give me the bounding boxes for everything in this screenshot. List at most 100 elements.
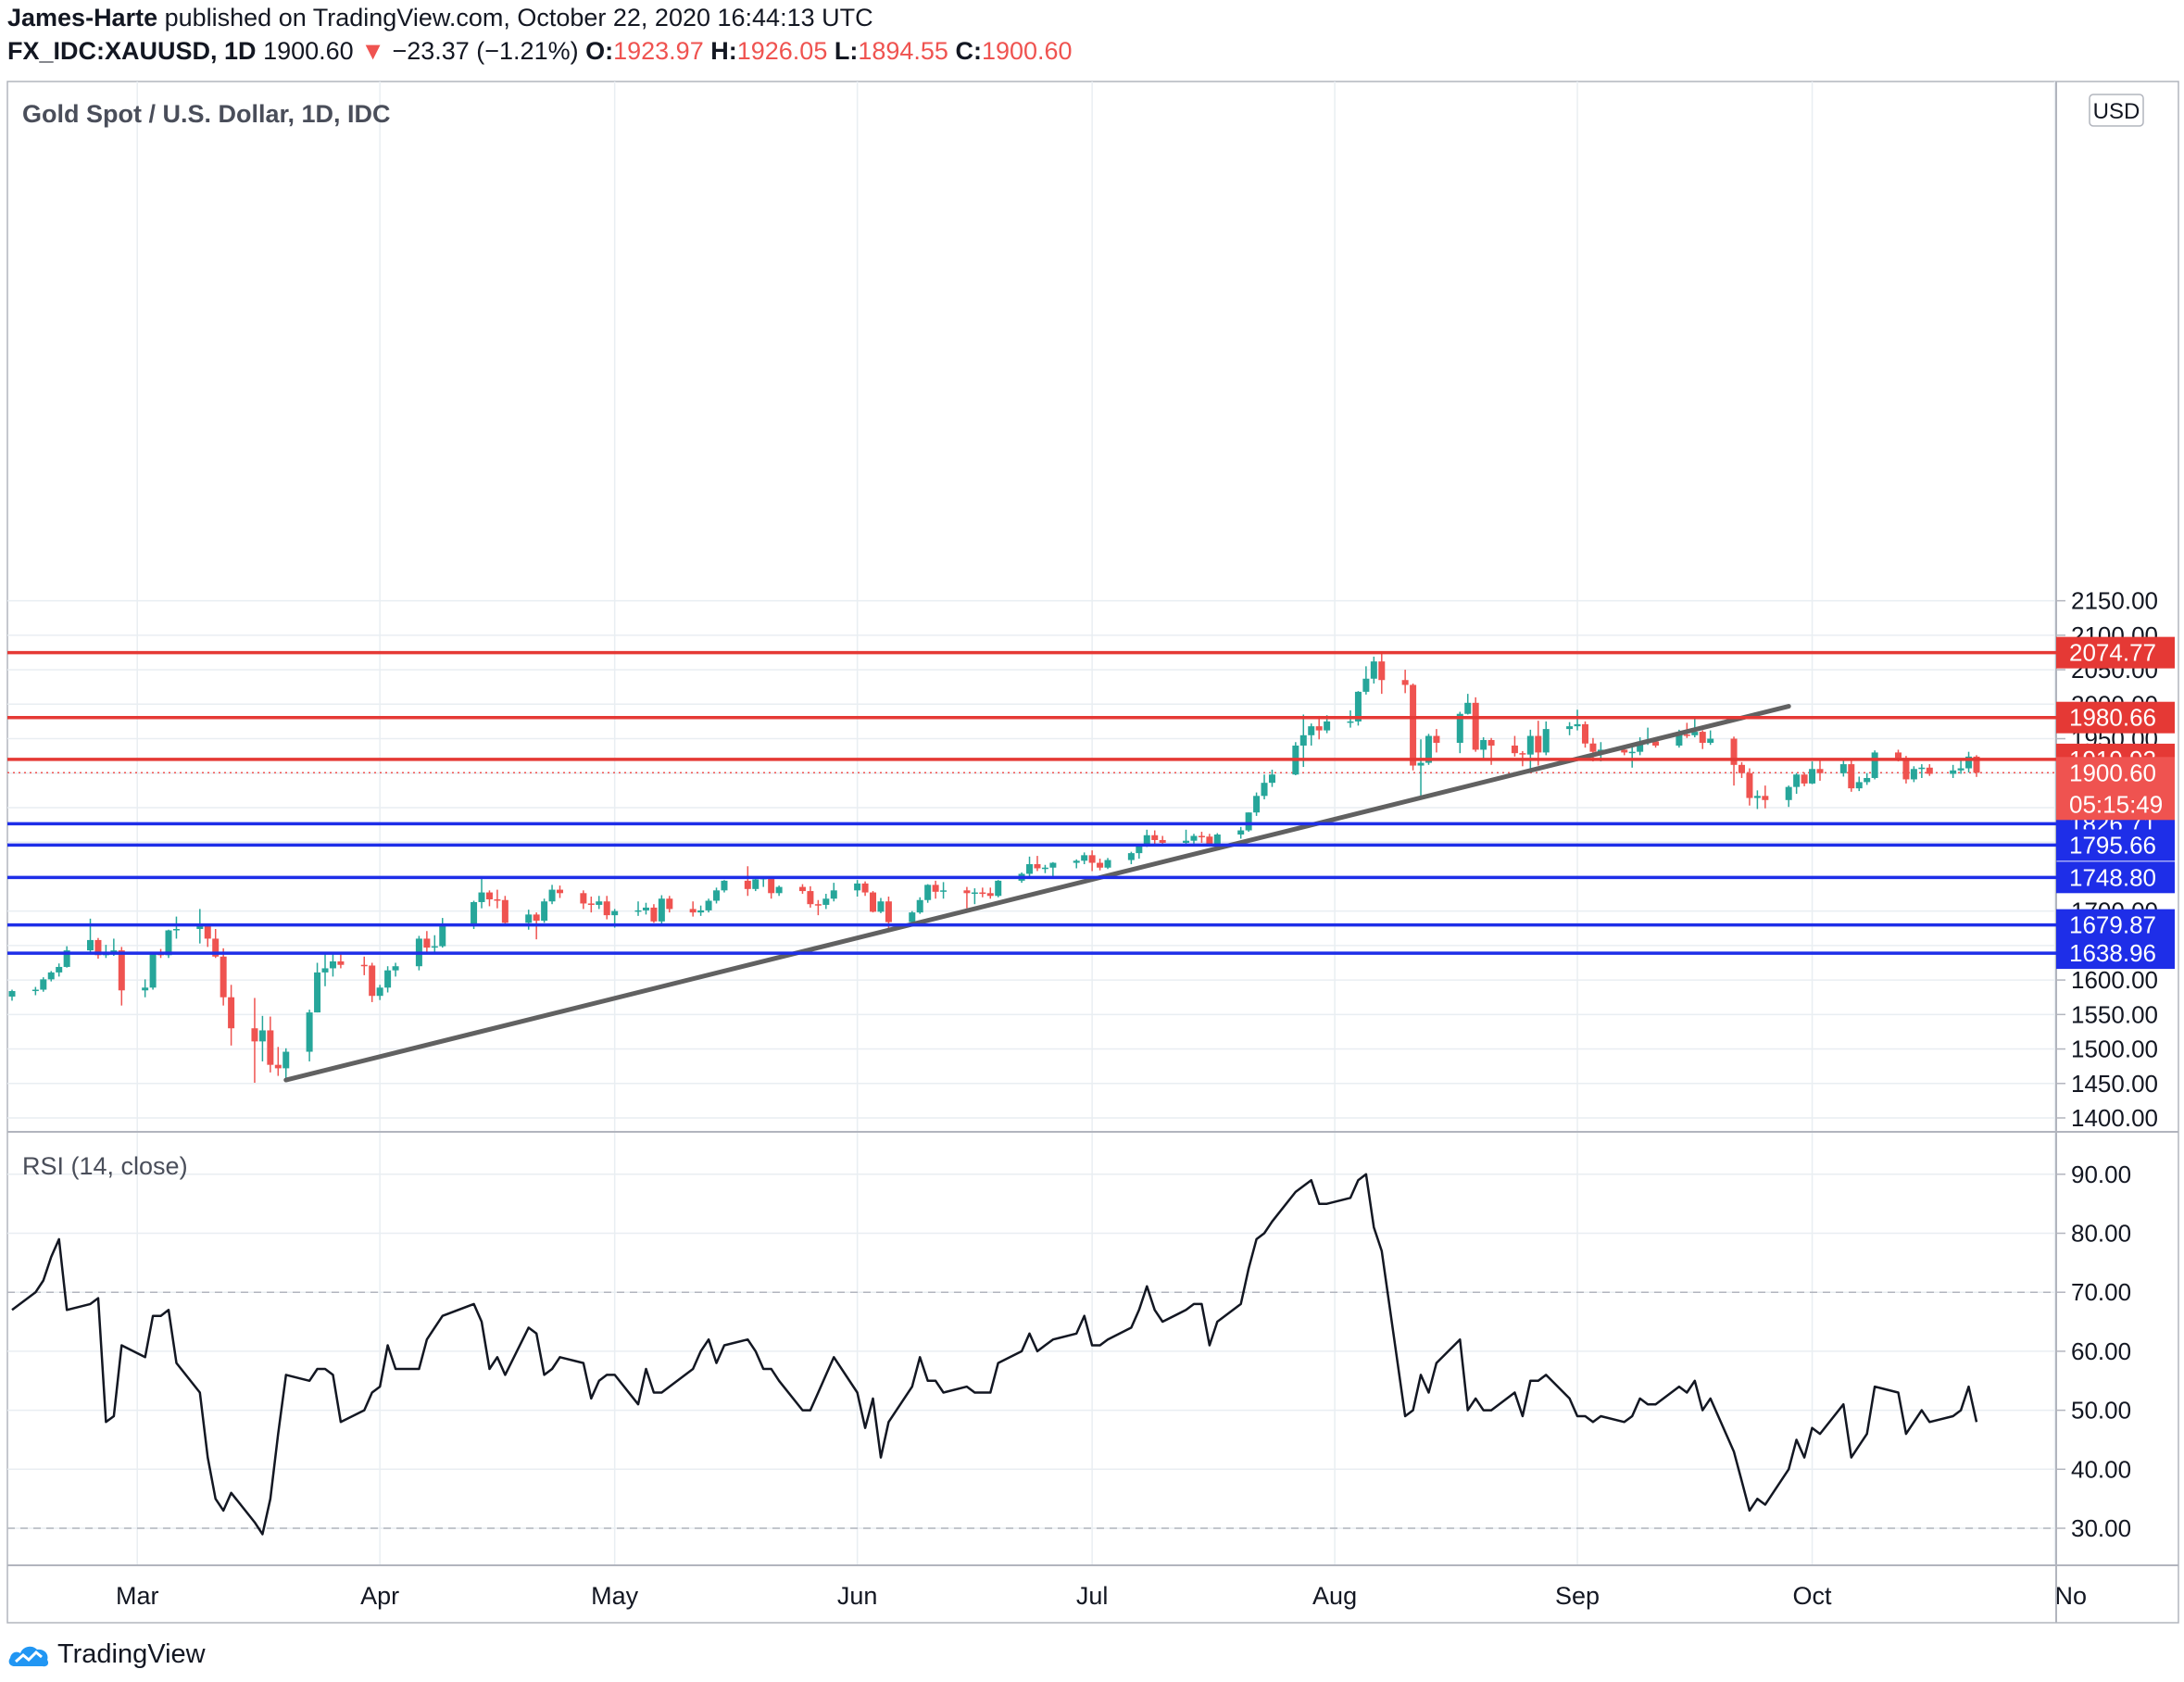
- candle-body: [1839, 764, 1847, 773]
- candle-body: [1965, 756, 1973, 769]
- candle-body: [1542, 729, 1550, 753]
- candle-body: [1637, 741, 1644, 752]
- candle-body: [1127, 853, 1135, 860]
- candle-body: [1902, 758, 1910, 780]
- close-value: 1900.60: [981, 37, 1073, 65]
- candle-body: [1926, 767, 1933, 774]
- low-label: L:: [834, 37, 859, 65]
- candle-body: [650, 907, 658, 922]
- y-tick-label: 1450.00: [2071, 1070, 2158, 1098]
- candle-body: [854, 883, 861, 891]
- candle-body: [1864, 777, 1871, 783]
- last-price: 1900.60: [263, 37, 354, 65]
- candle-body: [634, 910, 642, 912]
- candle-body: [1417, 762, 1425, 766]
- candle-body: [110, 950, 118, 952]
- candle-body: [1104, 860, 1111, 868]
- high-label: H:: [710, 37, 737, 65]
- candle-body: [1785, 786, 1792, 800]
- candle-body: [1159, 839, 1166, 843]
- candle-body: [392, 966, 399, 971]
- candle-body: [258, 1030, 266, 1042]
- candle-body: [196, 924, 204, 930]
- candle-body: [932, 885, 939, 892]
- candle-body: [1480, 740, 1487, 750]
- x-tick-label: Sep: [1555, 1582, 1600, 1610]
- resistance-level-label: 1980.66: [2069, 704, 2156, 732]
- candle-body: [47, 972, 55, 980]
- candle-body: [94, 939, 102, 956]
- x-tick-label: Apr: [360, 1582, 399, 1610]
- candle-body: [1957, 768, 1964, 771]
- candle-body: [485, 892, 493, 899]
- candle-body: [1073, 860, 1080, 863]
- candle-body: [149, 953, 157, 988]
- support-level-label: 1795.66: [2069, 831, 2156, 859]
- candle-body: [666, 898, 673, 910]
- candle-body: [1910, 769, 1917, 780]
- last-price-label: 1900.60: [2069, 759, 2156, 786]
- candle-body: [705, 900, 712, 910]
- publish-text: published on TradingView.com, October 22…: [164, 4, 873, 31]
- change-arrow-icon: ▼: [360, 37, 385, 65]
- candle-body: [1190, 835, 1198, 841]
- candle-body: [1464, 702, 1472, 714]
- candle-body: [1848, 764, 1855, 789]
- resistance-level-tag: [2056, 701, 2175, 734]
- candle-body: [971, 892, 978, 895]
- candle-body: [1041, 867, 1048, 870]
- rsi-y-tick-label: 80.00: [2071, 1220, 2131, 1248]
- candle-body: [1354, 691, 1362, 722]
- candle-body: [1425, 735, 1432, 763]
- candle-body: [1143, 835, 1150, 846]
- candle-body: [1370, 661, 1377, 679]
- candle-body: [337, 960, 345, 965]
- candle-body: [1753, 796, 1761, 798]
- candle-body: [1253, 796, 1261, 813]
- candle-body: [1707, 738, 1714, 743]
- candle-body: [31, 989, 39, 992]
- candle-body: [1621, 749, 1628, 753]
- y-tick-label: 1550.00: [2071, 1000, 2158, 1028]
- candle-body: [822, 898, 830, 905]
- candle-body: [587, 903, 595, 905]
- publish-info: James-Harte published on TradingView.com…: [7, 4, 873, 32]
- candle-body: [580, 893, 587, 904]
- candle-body: [282, 1051, 290, 1069]
- candle-body: [384, 970, 392, 988]
- candle-body: [1894, 752, 1902, 759]
- support-level-tag: [2056, 909, 2175, 941]
- brand-name: TradingView: [57, 1639, 206, 1669]
- candle-body: [721, 880, 728, 891]
- tradingview-logo[interactable]: TradingView: [7, 1639, 206, 1670]
- candle-body: [56, 966, 63, 973]
- last-price-tag: [2056, 757, 2175, 821]
- candle-body: [752, 879, 759, 889]
- candle-body: [306, 1012, 313, 1052]
- candle-body: [1049, 862, 1057, 868]
- candle-body: [611, 910, 619, 916]
- candle-body: [165, 930, 172, 956]
- x-tick-label: May: [591, 1582, 639, 1610]
- x-tick-label: No: [2055, 1582, 2088, 1610]
- ohlc-header: FX_IDC:XAUUSD, 1D 1900.60 ▼ −23.37 (−1.2…: [7, 37, 1073, 66]
- candle-body: [807, 891, 814, 905]
- countdown-label: 05:15:49: [2069, 790, 2163, 818]
- candle-body: [360, 964, 368, 967]
- support-level-label: 1748.80: [2069, 863, 2156, 891]
- rsi-y-tick-label: 50.00: [2071, 1397, 2131, 1425]
- support-level-label: 1679.87: [2069, 911, 2156, 939]
- candle-body: [87, 939, 94, 951]
- author-name[interactable]: James-Harte: [7, 4, 158, 31]
- symbol-name[interactable]: FX_IDC:XAUUSD, 1D: [7, 37, 257, 65]
- candle-body: [142, 987, 149, 991]
- support-level-tag: [2056, 861, 2175, 894]
- candle-body: [1206, 836, 1213, 845]
- candle-body: [118, 950, 125, 991]
- candle-body: [1136, 845, 1143, 854]
- candle-body: [423, 938, 431, 948]
- candle-body: [1746, 772, 1753, 798]
- candle-body: [775, 886, 783, 894]
- candle-body: [1347, 721, 1354, 723]
